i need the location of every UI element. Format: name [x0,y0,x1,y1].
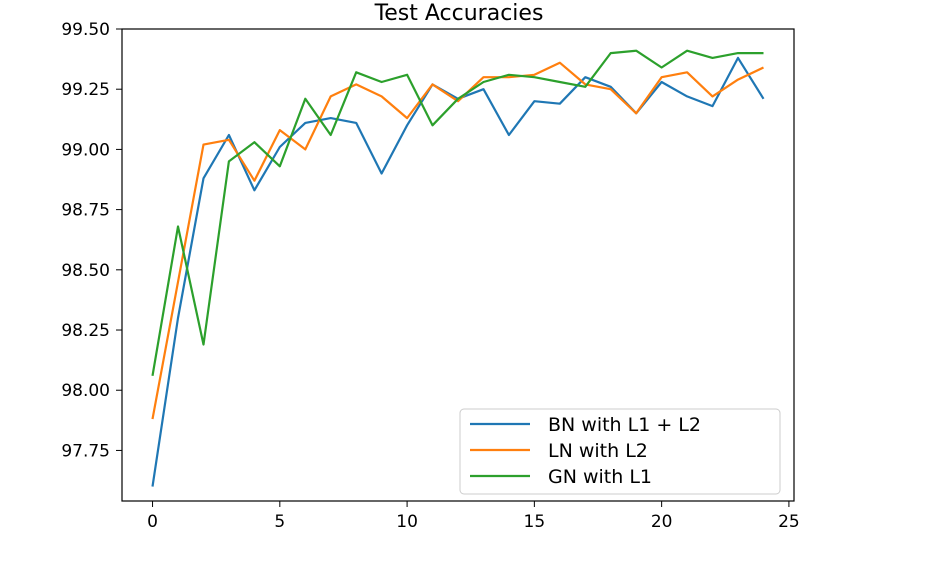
series-line-gn-with-l1 [151,49,764,376]
y-tick-label: 99.25 [61,80,110,100]
y-tick-label: 98.50 [61,261,110,281]
legend-label: LN with L2 [548,440,648,462]
series-line-ln-with-l2 [151,61,764,420]
y-tick-label: 99.50 [61,20,110,40]
chart-title: Test Accuracies [374,1,544,26]
y-tick-label: 98.25 [61,321,110,341]
x-tick-label: 25 [778,512,800,532]
y-axis: 97.75 98.00 98.25 98.50 98.75 99.00 99.25 99.50 [61,20,122,461]
x-tick-label: 20 [651,512,673,532]
y-tick-label: 98.00 [61,381,110,401]
legend-label: BN with L1 + L2 [548,414,701,436]
x-tick-label: 10 [396,512,418,532]
x-tick-label: 15 [524,512,546,532]
legend-box [459,408,781,495]
x-axis: 0 5 10 15 20 25 [147,501,800,532]
y-tick-label: 98.75 [61,201,110,221]
y-tick-label: 99.00 [61,140,110,160]
legend-label: GN with L1 [548,466,652,488]
plot-frame [121,28,795,502]
series-lines [151,49,765,487]
x-tick-label: 0 [147,512,158,532]
y-tick-label: 97.75 [61,441,110,461]
legend: BN with L1 + L2 LN with L2 GN with L1 [459,408,781,495]
x-tick-label: 5 [274,512,285,532]
